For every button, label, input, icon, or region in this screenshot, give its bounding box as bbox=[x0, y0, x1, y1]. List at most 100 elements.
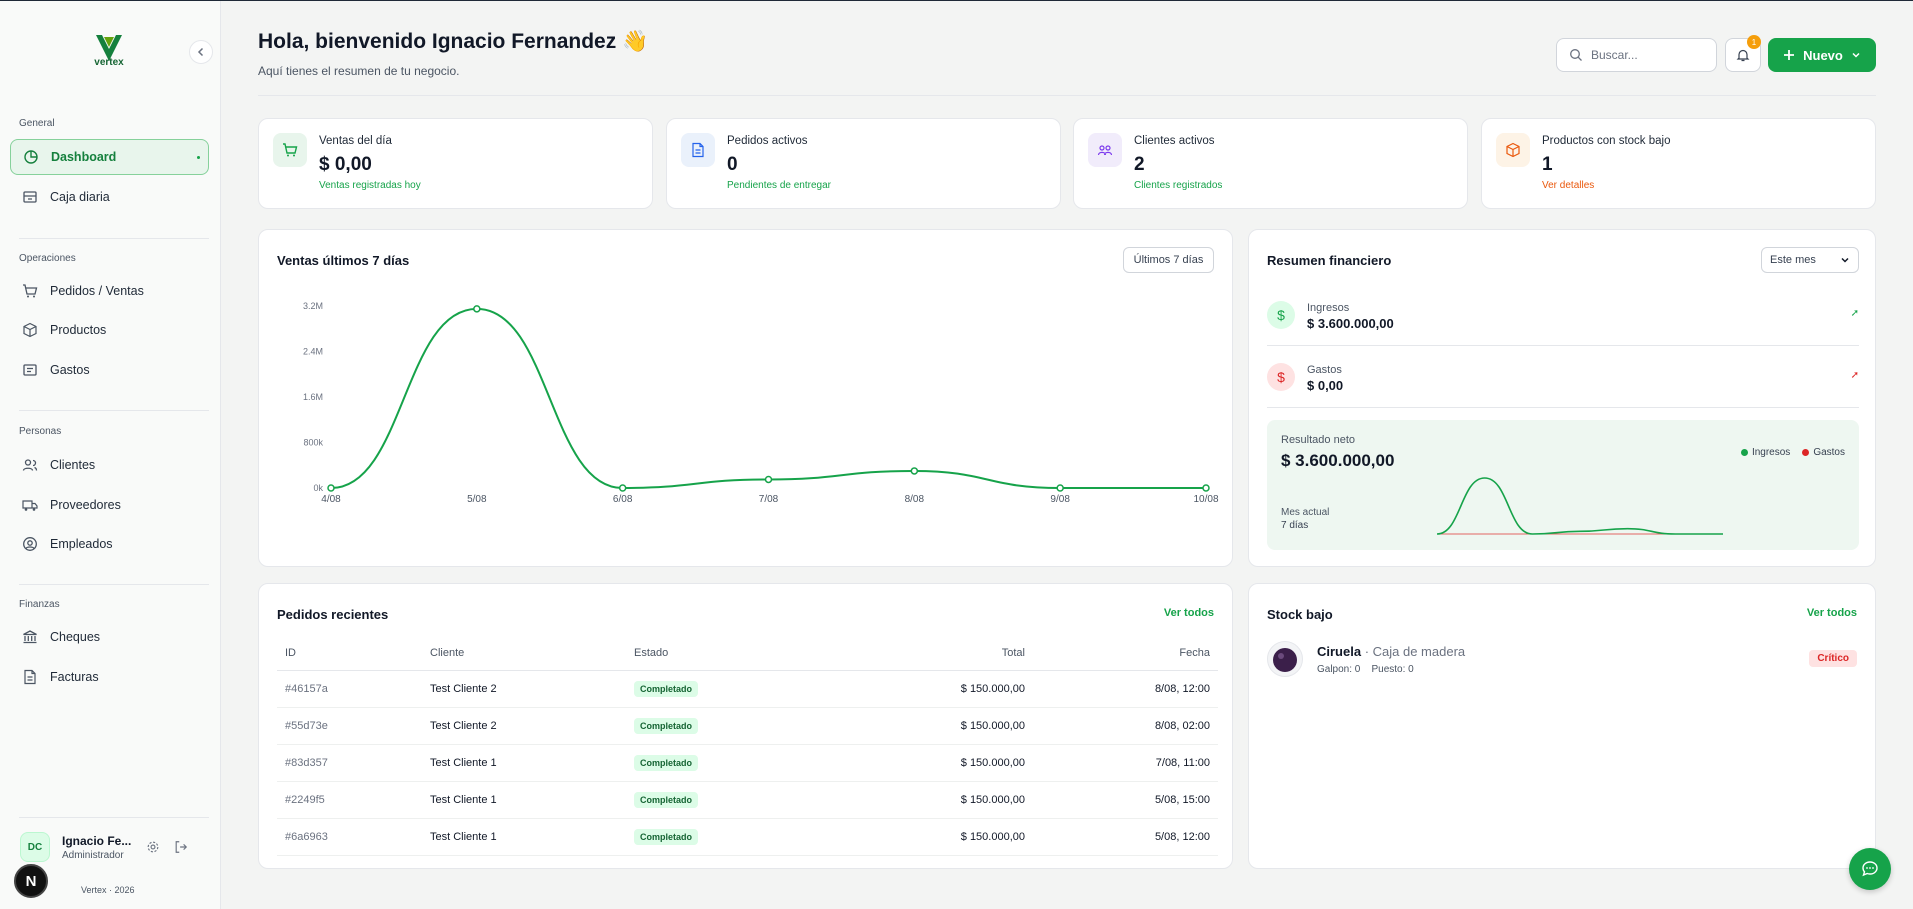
sidebar-item-productos[interactable]: Productos bbox=[10, 312, 209, 348]
dollar-icon: $ bbox=[1267, 363, 1295, 391]
sidebar-item-pedidos-ventas[interactable]: Pedidos / Ventas bbox=[10, 273, 209, 309]
range-button[interactable]: Últimos 7 días bbox=[1123, 247, 1214, 273]
status-badge: Completado bbox=[634, 791, 699, 808]
order-total: $ 150.000,00 bbox=[806, 818, 1033, 856]
chat-button[interactable] bbox=[1849, 848, 1891, 890]
at-icon bbox=[23, 537, 37, 551]
plus-icon bbox=[1784, 50, 1795, 60]
stat-card-stock-bajo[interactable]: Productos con stock bajo 1 Ver detalles bbox=[1481, 118, 1876, 209]
user-profile[interactable]: DC Ignacio Fe... Administrador bbox=[10, 823, 209, 871]
order-id: #6a6963 bbox=[277, 818, 422, 856]
product-name-line[interactable]: Ciruela · Caja de madera bbox=[1317, 644, 1465, 659]
divider bbox=[19, 817, 209, 818]
sidebar-item-caja-diaria[interactable]: Caja diaria bbox=[10, 179, 209, 215]
table-header-row: ID Cliente Estado Total Fecha bbox=[277, 636, 1218, 671]
dollar-icon: $ bbox=[1267, 301, 1295, 329]
legend-dot-expense bbox=[1802, 449, 1810, 456]
status-badge: Completado bbox=[634, 717, 699, 734]
y-tick-label: 1.6M bbox=[303, 392, 323, 402]
section-finanzas: Finanzas bbox=[19, 599, 60, 610]
sidebar-item-dashboard[interactable]: Dashboard bbox=[10, 139, 209, 175]
table-row[interactable]: #83d357 Test Cliente 1 Completado $ 150.… bbox=[277, 744, 1218, 782]
gear-icon[interactable] bbox=[146, 840, 160, 854]
search-box[interactable] bbox=[1556, 38, 1717, 72]
sidebar-item-label: Dashboard bbox=[51, 150, 117, 164]
sidebar-item-empleados[interactable]: Empleados bbox=[10, 526, 209, 562]
stat-sub: Clientes registrados bbox=[1134, 180, 1223, 191]
y-tick-label: 0k bbox=[313, 483, 323, 493]
avatar: DC bbox=[20, 832, 50, 862]
product-name: Ciruela bbox=[1317, 644, 1362, 659]
expense-value: $ 0,00 bbox=[1307, 378, 1344, 393]
product-location: Galpon: 0 Puesto: 0 bbox=[1317, 664, 1414, 675]
users-icon bbox=[22, 459, 38, 471]
column-header: Estado bbox=[626, 636, 806, 671]
sidebar-item-label: Caja diaria bbox=[50, 190, 110, 204]
data-point bbox=[473, 305, 481, 313]
mini-legend: Ingresos Gastos bbox=[1740, 447, 1845, 458]
notification-count-badge: 1 bbox=[1747, 35, 1761, 49]
stat-card-ventas[interactable]: Ventas del día $ 0,00 Ventas registradas… bbox=[258, 118, 653, 209]
section-general: General bbox=[19, 118, 55, 129]
truck-icon bbox=[22, 500, 38, 511]
users-icon bbox=[1097, 145, 1113, 156]
table-row[interactable]: #2249f5 Test Cliente 1 Completado $ 150.… bbox=[277, 781, 1218, 819]
collapse-sidebar-button[interactable] bbox=[189, 40, 213, 64]
box-icon bbox=[23, 322, 37, 338]
sales-line-chart: 0k 800k 1.6M 2.4M 3.2M 4/08 5/08 6/08 7/08 8/08 9/… bbox=[303, 301, 1219, 505]
column-header: ID bbox=[277, 636, 422, 671]
stat-card-pedidos[interactable]: Pedidos activos 0 Pendientes de entregar bbox=[666, 118, 1061, 209]
sidebar-item-clientes[interactable]: Clientes bbox=[10, 447, 209, 483]
stat-card-clientes[interactable]: Clientes activos 2 Clientes registrados bbox=[1073, 118, 1468, 209]
stat-sub-link[interactable]: Ver detalles bbox=[1542, 180, 1595, 191]
logo-text: vertex bbox=[94, 57, 124, 68]
data-point bbox=[764, 475, 773, 484]
stat-icon-box bbox=[1088, 133, 1122, 167]
order-date: 8/08, 12:00 bbox=[1033, 670, 1218, 708]
net-value: $ 3.600.000,00 bbox=[1281, 451, 1395, 470]
period-select[interactable]: Este mes bbox=[1761, 247, 1859, 273]
plum-icon bbox=[1273, 648, 1297, 672]
stat-label: Productos con stock bajo bbox=[1542, 135, 1671, 147]
logout-icon[interactable] bbox=[174, 840, 188, 854]
order-client: Test Cliente 1 bbox=[422, 781, 626, 819]
stat-label: Ventas del día bbox=[319, 135, 392, 147]
search-input[interactable] bbox=[1591, 48, 1711, 62]
new-button[interactable]: Nuevo bbox=[1768, 38, 1876, 72]
table-row[interactable]: #46157a Test Cliente 2 Completado $ 150.… bbox=[277, 670, 1218, 708]
legend-income: Ingresos bbox=[1751, 447, 1791, 458]
orders-view-all-link[interactable]: Ver todos bbox=[1163, 607, 1214, 619]
table-row[interactable]: #55d73e Test Cliente 2 Completado $ 150.… bbox=[277, 707, 1218, 745]
user-name: Ignacio Fe... bbox=[62, 833, 132, 848]
product-image bbox=[1267, 641, 1303, 677]
trend-icon: ➚ bbox=[1850, 370, 1859, 381]
bank-icon bbox=[23, 630, 37, 644]
next-dev-badge[interactable]: N bbox=[14, 864, 48, 898]
sidebar-item-facturas[interactable]: Facturas bbox=[10, 659, 209, 695]
stat-value: 1 bbox=[1542, 154, 1553, 175]
legend-dot-income bbox=[1740, 449, 1748, 456]
order-date: 7/08, 11:00 bbox=[1033, 744, 1218, 782]
expense-row: $ Gastos $ 0,00 ➚ bbox=[1267, 352, 1859, 408]
order-status-cell: Completado bbox=[626, 707, 806, 745]
order-id: #55d73e bbox=[277, 707, 422, 745]
sidebar-item-cheques[interactable]: Cheques bbox=[10, 619, 209, 655]
sidebar-item-label: Proveedores bbox=[50, 498, 121, 512]
divider bbox=[19, 410, 209, 411]
recent-orders-card: Pedidos recientes Ver todos ID Cliente E… bbox=[258, 583, 1233, 869]
data-point bbox=[1202, 484, 1210, 492]
top-border bbox=[0, 0, 1913, 1]
order-total: $ 150.000,00 bbox=[806, 670, 1033, 708]
stat-value: $ 0,00 bbox=[319, 154, 372, 175]
table-row[interactable]: #6a6963 Test Cliente 1 Completado $ 150.… bbox=[277, 818, 1218, 856]
data-point bbox=[618, 484, 627, 492]
header-divider bbox=[258, 95, 1876, 96]
order-total: $ 150.000,00 bbox=[806, 707, 1033, 745]
net-label: Resultado neto bbox=[1281, 434, 1355, 446]
stat-label: Pedidos activos bbox=[727, 135, 808, 147]
stat-value: 2 bbox=[1134, 154, 1145, 175]
stock-view-all-link[interactable]: Ver todos bbox=[1806, 607, 1857, 619]
sidebar-item-proveedores[interactable]: Proveedores bbox=[10, 487, 209, 523]
sidebar-item-gastos[interactable]: Gastos bbox=[10, 352, 209, 388]
data-point bbox=[327, 484, 335, 492]
